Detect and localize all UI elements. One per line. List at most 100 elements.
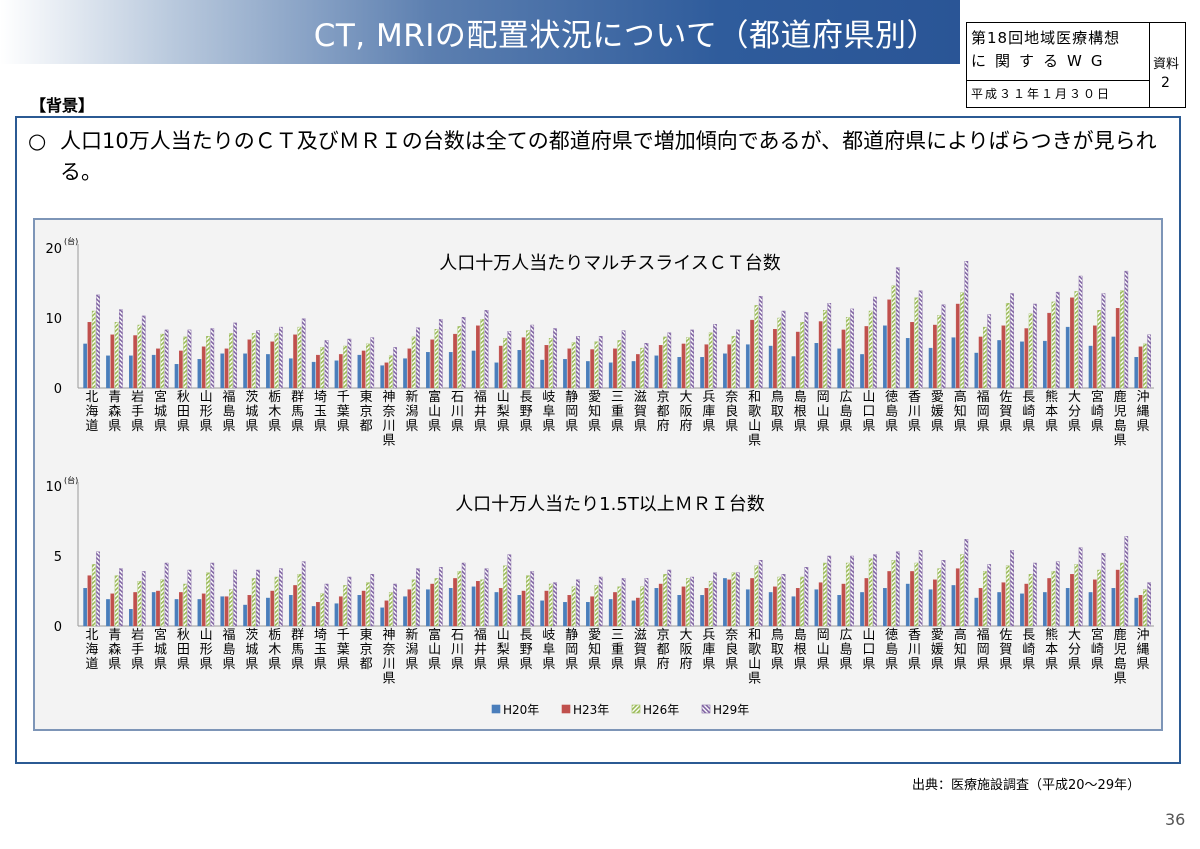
bar-H20年 xyxy=(334,603,339,627)
bar-H23年 xyxy=(430,339,435,389)
bar-H20年 xyxy=(768,592,773,627)
bar-H26年 xyxy=(960,554,964,627)
category-label: 新潟県 xyxy=(405,627,418,672)
category-label: 愛知県 xyxy=(588,390,601,434)
bar-H26年 xyxy=(617,586,622,627)
category-label: 東京都 xyxy=(360,389,373,434)
bar-H23年 xyxy=(316,354,320,389)
bar-H23年 xyxy=(1001,325,1006,389)
category-label: 富山県 xyxy=(428,389,441,434)
bar-H20年 xyxy=(723,578,727,627)
category-label: 岡山県 xyxy=(817,628,830,672)
bar-H23年 xyxy=(1024,583,1029,627)
bar-H29年 xyxy=(233,322,237,389)
bar-H26年 xyxy=(137,324,142,389)
bar-H29年 xyxy=(850,555,854,627)
bar-H20年 xyxy=(997,592,1001,627)
bar-H23年 xyxy=(795,331,800,389)
bar-H26年 xyxy=(823,562,827,627)
category-label: 岩手県 xyxy=(131,390,144,434)
bar-H23年 xyxy=(178,350,183,389)
category-label: 島根県 xyxy=(794,390,807,434)
bar-H29年 xyxy=(393,583,397,627)
category-label: 愛媛県 xyxy=(931,628,944,672)
category-label: 宮崎県 xyxy=(1091,389,1104,434)
category-label: 山口県 xyxy=(862,390,875,434)
category-label: 兵庫県 xyxy=(702,390,715,434)
bar-H23年 xyxy=(316,602,320,627)
category-label: 京都府 xyxy=(657,390,670,434)
ct-chart: 人口十万人当たりマルチスライスＣＴ台数 0 10 20(台) 北海道青森県岩手県宮城県秋… xyxy=(45,236,1154,449)
bar-H26年 xyxy=(503,338,507,389)
bar-H23年 xyxy=(590,596,594,627)
bar-H23年 xyxy=(498,345,503,389)
bar-H20年 xyxy=(905,583,910,627)
bar-H23年 xyxy=(567,595,572,627)
bar-H29年 xyxy=(370,574,375,627)
category-label: 静岡県 xyxy=(565,390,578,434)
y-tick-label: 0 xyxy=(54,382,62,397)
bar-H20年 xyxy=(1065,326,1070,389)
bar-H20年 xyxy=(288,358,293,389)
bar-H26年 xyxy=(1142,589,1147,627)
bar-H23年 xyxy=(384,362,389,389)
bar-H20年 xyxy=(174,364,179,389)
bar-H20年 xyxy=(106,599,110,627)
category-label: 兵庫県 xyxy=(702,628,715,672)
category-label: 東京都 xyxy=(360,627,373,672)
bar-H20年 xyxy=(1134,597,1139,627)
bar-H29年 xyxy=(713,324,717,389)
bar-H29年 xyxy=(987,314,992,389)
bar-H26年 xyxy=(937,315,942,389)
bar-H23年 xyxy=(1001,582,1006,627)
bar-H23年 xyxy=(750,319,754,389)
legend-swatch xyxy=(491,704,501,714)
bar-H26年 xyxy=(754,305,759,389)
bar-H20年 xyxy=(814,343,819,389)
bar-H26年 xyxy=(91,310,96,389)
category-label: 山形県 xyxy=(200,628,213,672)
category-label: 三重県 xyxy=(611,390,624,434)
category-label: 福岡県 xyxy=(977,628,990,672)
bar-H23年 xyxy=(887,299,892,389)
bar-H20年 xyxy=(357,354,362,389)
meeting-info-box: 第18回地域医療構想 に関するWG 平成３１年１月３０日 資料 2 xyxy=(966,22,1186,108)
category-label: 千葉県 xyxy=(337,390,350,434)
bar-H23年 xyxy=(955,303,960,389)
bar-H29年 xyxy=(598,576,603,627)
bar-H20年 xyxy=(403,358,407,389)
bar-H29年 xyxy=(758,560,763,627)
bar-H20年 xyxy=(814,589,819,627)
bar-H23年 xyxy=(1070,297,1074,389)
bar-H23年 xyxy=(453,578,457,627)
bullet-icon: ○ xyxy=(28,129,47,153)
content-frame xyxy=(15,116,1181,764)
bar-H20年 xyxy=(700,595,704,627)
lead-text: 人口10万人当たりのＣＴ及びＭＲＩの台数は全ての都道府県で増加傾向であるが、都道… xyxy=(60,129,1157,184)
bar-H23年 xyxy=(544,590,549,627)
bar-H26年 xyxy=(297,574,302,627)
category-label: 神奈川県 xyxy=(382,390,395,449)
bar-H20年 xyxy=(745,589,750,627)
bar-H29年 xyxy=(210,328,215,389)
bar-H23年 xyxy=(476,581,480,627)
category-label: 北海道 xyxy=(85,390,98,434)
bar-H23年 xyxy=(1047,312,1051,389)
bar-H23年 xyxy=(544,345,549,389)
bar-H29年 xyxy=(1033,303,1037,389)
bar-H20年 xyxy=(1020,593,1024,627)
category-label: 秋田県 xyxy=(177,628,190,672)
y-tick-label: 10 xyxy=(45,480,62,495)
chart-legend: H20年 H23年 H26年 H29年 xyxy=(491,703,749,717)
bar-H20年 xyxy=(723,353,727,389)
bar-H29年 xyxy=(210,562,215,627)
bar-H20年 xyxy=(951,337,956,389)
bar-H26年 xyxy=(983,326,987,389)
page-number: 36 xyxy=(1165,810,1186,829)
bar-H20年 xyxy=(700,357,704,389)
category-label: 鳥取県 xyxy=(771,390,784,434)
bar-H23年 xyxy=(87,575,92,627)
meeting-subtitle: に関するWG xyxy=(971,52,1112,70)
bar-H20年 xyxy=(220,353,225,389)
bar-H20年 xyxy=(1020,341,1024,389)
